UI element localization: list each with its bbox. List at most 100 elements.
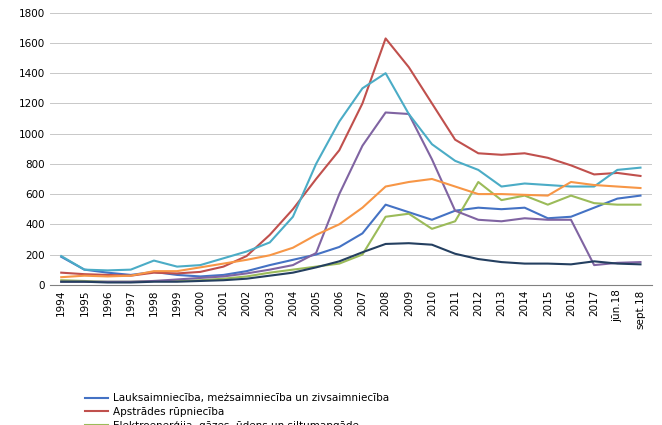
Tirdzniecība (613, 167, 621, 173)
Tirdzniecība (289, 214, 297, 219)
Būvniecība (265, 267, 274, 272)
Elektroenerģija, gāzes, ūdens un siltumapgāde (335, 261, 343, 266)
Apstrādes rūpniecība (242, 253, 250, 258)
Būvniecība (335, 192, 343, 197)
Tirdzniecība (498, 184, 506, 189)
Elektroenerģija, gāzes, ūdens un siltumapgāde (103, 279, 111, 284)
Tirdzniecība (567, 184, 575, 189)
Apstrādes rūpniecība (381, 36, 389, 41)
Transports un uzglabāšana; informācijas un komunikācijas pakalpojumi (544, 193, 551, 198)
Tirdzniecība (451, 158, 459, 163)
Transports un uzglabāšana; informācijas un komunikācijas pakalpojumi (312, 232, 320, 238)
Elektroenerģija, gāzes, ūdens un siltumapgāde (57, 278, 65, 283)
Apstrādes rūpniecība (498, 152, 506, 157)
Būvniecība (242, 271, 250, 276)
Lauksaimniecība, meżsaimniecība un zivsaimniecība (474, 205, 482, 210)
Izmitiņāšana un ēdiņāšanas pakalpojumi (335, 259, 343, 264)
Lauksaimniecība, meżsaimniecība un zivsaimniecība (359, 231, 367, 236)
Tirdzniecība (404, 111, 413, 116)
Transports un uzglabāšana; informācijas un komunikācijas pakalpojumi (359, 205, 367, 210)
Transports un uzglabāšana; informācijas un komunikācijas pakalpojumi (242, 257, 250, 262)
Tirdzniecība (81, 267, 89, 272)
Apstrādes rūpniecība (150, 270, 158, 275)
Lauksaimniecība, meżsaimniecība un zivsaimniecība (428, 217, 436, 222)
Lauksaimniecība, meżsaimniecība un zivsaimniecība (289, 257, 297, 262)
Tirdzniecība (103, 268, 111, 273)
Būvniecība (127, 279, 135, 284)
Tirdzniecība (381, 71, 389, 76)
Izmitiņāšana un ēdiņāšanas pakalpojumi (404, 241, 413, 246)
Izmitiņāšana un ēdiņāšanas pakalpojumi (613, 261, 621, 266)
Apstrādes rūpniecība (196, 269, 204, 275)
Elektroenerģija, gāzes, ūdens un siltumapgāde (613, 202, 621, 207)
Tirdzniecība (242, 249, 250, 254)
Izmitiņāšana un ēdiņāšanas pakalpojumi (544, 261, 551, 266)
Apstrādes rūpniecība (428, 101, 436, 106)
Izmitiņāšana un ēdiņāšanas pakalpojumi (81, 279, 89, 284)
Izmitiņāšana un ēdiņāšanas pakalpojumi (57, 279, 65, 284)
Izmitiņāšana un ēdiņāšanas pakalpojumi (312, 265, 320, 270)
Tirdzniecība (312, 162, 320, 167)
Tirdzniecība (428, 142, 436, 147)
Line: Tirdzniecība: Tirdzniecība (61, 73, 641, 270)
Lauksaimniecība, meżsaimniecība un zivsaimniecība (103, 270, 111, 275)
Izmitiņāšana un ēdiņāšanas pakalpojumi (498, 260, 506, 265)
Izmitiņāšana un ēdiņāšanas pakalpojumi (242, 276, 250, 281)
Elektroenerģija, gāzes, ūdens un siltumapgāde (81, 278, 89, 283)
Būvniecība (150, 278, 158, 283)
Lauksaimniecība, meżsaimniecība un zivsaimniecība (81, 267, 89, 272)
Transports un uzglabāšana; informācijas un komunikācijas pakalpojumi (220, 261, 228, 266)
Line: Izmitiņāšana un ēdiņāšanas pakalpojumi: Izmitiņāšana un ēdiņāšanas pakalpojumi (61, 243, 641, 283)
Elektroenerģija, gāzes, ūdens un siltumapgāde (220, 276, 228, 281)
Line: Būvniecība: Būvniecība (61, 113, 641, 282)
Elektroenerģija, gāzes, ūdens un siltumapgāde (312, 264, 320, 269)
Izmitiņāšana un ēdiņāšanas pakalpojumi (381, 241, 389, 246)
Apstrādes rūpniecība (404, 65, 413, 70)
Elektroenerģija, gāzes, ūdens un siltumapgāde (567, 193, 575, 198)
Tirdzniecība (474, 167, 482, 173)
Būvniecība (57, 279, 65, 284)
Apstrādes rūpniecība (451, 137, 459, 142)
Būvniecība (404, 111, 413, 116)
Lauksaimniecība, meżsaimniecība un zivsaimniecība (591, 205, 598, 210)
Lauksaimniecība, meżsaimniecība un zivsaimniecība (451, 208, 459, 213)
Elektroenerģija, gāzes, ūdens un siltumapgāde (150, 278, 158, 283)
Apstrādes rūpniecība (127, 273, 135, 278)
Lauksaimniecība, meżsaimniecība un zivsaimniecība (150, 269, 158, 275)
Būvniecība (103, 279, 111, 284)
Izmitiņāšana un ēdiņāšanas pakalpojumi (220, 278, 228, 283)
Būvniecība (312, 250, 320, 255)
Izmitiņāšana un ēdiņāšanas pakalpojumi (173, 279, 181, 284)
Lauksaimniecība, meżsaimniecība un zivsaimniecība (242, 269, 250, 274)
Transports un uzglabāšana; informācijas un komunikācijas pakalpojumi (404, 179, 413, 184)
Apstrādes rūpniecība (474, 151, 482, 156)
Tirdzniecība (196, 263, 204, 268)
Transports un uzglabāšana; informācijas un komunikācijas pakalpojumi (335, 222, 343, 227)
Apstrādes rūpniecība (359, 101, 367, 106)
Būvniecība (637, 260, 645, 265)
Elektroenerģija, gāzes, ūdens un siltumapgāde (637, 202, 645, 207)
Transports un uzglabāšana; informācijas un komunikācijas pakalpojumi (265, 253, 274, 258)
Būvniecība (544, 217, 551, 222)
Lauksaimniecība, meżsaimniecība un zivsaimniecība (312, 252, 320, 257)
Line: Elektroenerģija, gāzes, ūdens un siltumapgāde: Elektroenerģija, gāzes, ūdens un siltuma… (61, 182, 641, 282)
Būvniecība (428, 157, 436, 162)
Izmitiņāšana un ēdiņāšanas pakalpojumi (567, 262, 575, 267)
Transports un uzglabāšana; informācijas un komunikācijas pakalpojumi (173, 269, 181, 274)
Lauksaimniecība, meżsaimniecība un zivsaimniecība (404, 210, 413, 215)
Transports un uzglabāšana; informācijas un komunikācijas pakalpojumi (127, 273, 135, 278)
Lauksaimniecība, meżsaimniecība un zivsaimniecība (265, 263, 274, 268)
Tirdzniecība (220, 256, 228, 261)
Transports un uzglabāšana; informācijas un komunikācijas pakalpojumi (591, 182, 598, 187)
Elektroenerģija, gāzes, ūdens un siltumapgāde (381, 214, 389, 219)
Būvniecība (220, 274, 228, 279)
Elektroenerģija, gāzes, ūdens un siltumapgāde (544, 202, 551, 207)
Izmitiņāšana un ēdiņāšanas pakalpojumi (127, 280, 135, 285)
Apstrādes rūpniecība (591, 172, 598, 177)
Apstrādes rūpniecība (637, 173, 645, 178)
Lauksaimniecība, meżsaimniecība un zivsaimniecība (498, 207, 506, 212)
Būvniecība (289, 263, 297, 268)
Izmitiņāšana un ēdiņāšanas pakalpojumi (520, 261, 528, 266)
Tirdzniecība (520, 181, 528, 186)
Tirdzniecība (591, 184, 598, 189)
